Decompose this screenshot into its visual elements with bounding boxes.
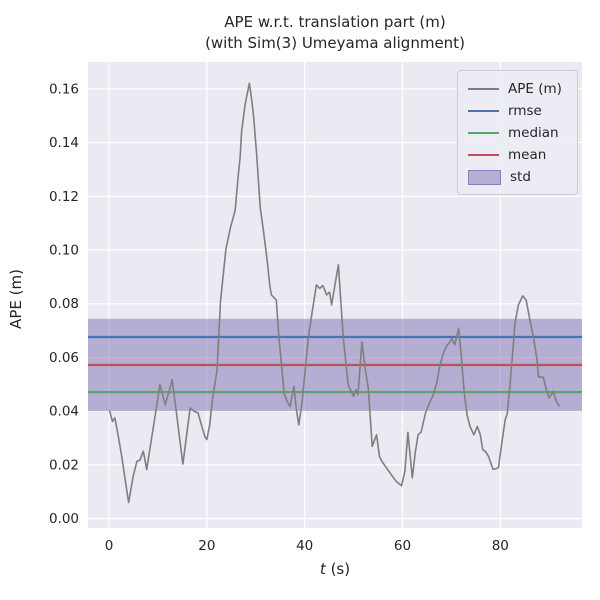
mean-line-swatch [468, 154, 499, 156]
x-axis-label: t (s) [88, 560, 582, 578]
chart-title-line2: (with Sim(3) Umeyama alignment) [205, 34, 465, 52]
x-tick-label: 60 [394, 538, 411, 554]
legend-item-ape: APE (m) [468, 78, 567, 100]
y-tick-label: 0.00 [49, 511, 79, 527]
y-tick-label: 0.04 [49, 404, 79, 420]
legend-label: median [508, 125, 559, 141]
ape-line-swatch [468, 88, 499, 90]
median-line-swatch [468, 132, 499, 134]
chart-title: APE w.r.t. translation part (m) (with Si… [88, 12, 582, 54]
y-tick-label: 0.02 [49, 457, 79, 473]
legend-label: APE (m) [508, 81, 562, 97]
x-tick-label: 20 [198, 538, 215, 554]
legend-item-rmse: rmse [468, 100, 567, 122]
x-tick-label: 80 [492, 538, 509, 554]
y-tick-label: 0.06 [49, 350, 79, 366]
std-patch-swatch [468, 169, 501, 185]
legend-label: mean [508, 147, 547, 163]
x-tick-label: 40 [296, 538, 313, 554]
y-tick-label: 0.08 [49, 296, 79, 312]
legend-label: rmse [508, 103, 542, 119]
y-tick-label: 0.14 [49, 135, 79, 151]
x-tick-label: 0 [105, 538, 114, 554]
legend-label: std [510, 169, 531, 185]
legend-item-median: median [468, 122, 567, 144]
y-tick-label: 0.16 [49, 81, 79, 97]
y-tick-label: 0.10 [49, 243, 79, 259]
x-axis-label-symbol: t [319, 560, 326, 578]
legend: APE (m) rmse median mean std [457, 70, 578, 195]
legend-item-mean: mean [468, 144, 567, 166]
y-axis-label: APE (m) [7, 269, 25, 329]
chart-title-line1: APE w.r.t. translation part (m) [224, 13, 446, 31]
rmse-line-swatch [468, 110, 499, 112]
y-tick-label: 0.12 [49, 189, 79, 205]
legend-item-std: std [468, 166, 567, 188]
ape-curve [108, 82, 561, 504]
x-axis-label-unit: (s) [325, 560, 351, 578]
